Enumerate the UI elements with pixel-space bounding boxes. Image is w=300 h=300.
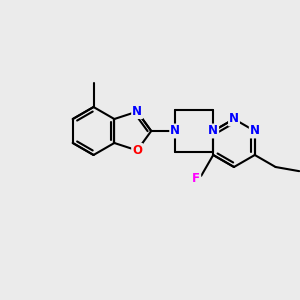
- Text: N: N: [132, 105, 142, 118]
- Text: O: O: [132, 144, 142, 157]
- Text: N: N: [229, 112, 239, 125]
- Text: N: N: [208, 124, 218, 137]
- Text: F: F: [192, 172, 200, 185]
- Text: N: N: [250, 124, 260, 137]
- Text: N: N: [170, 124, 180, 137]
